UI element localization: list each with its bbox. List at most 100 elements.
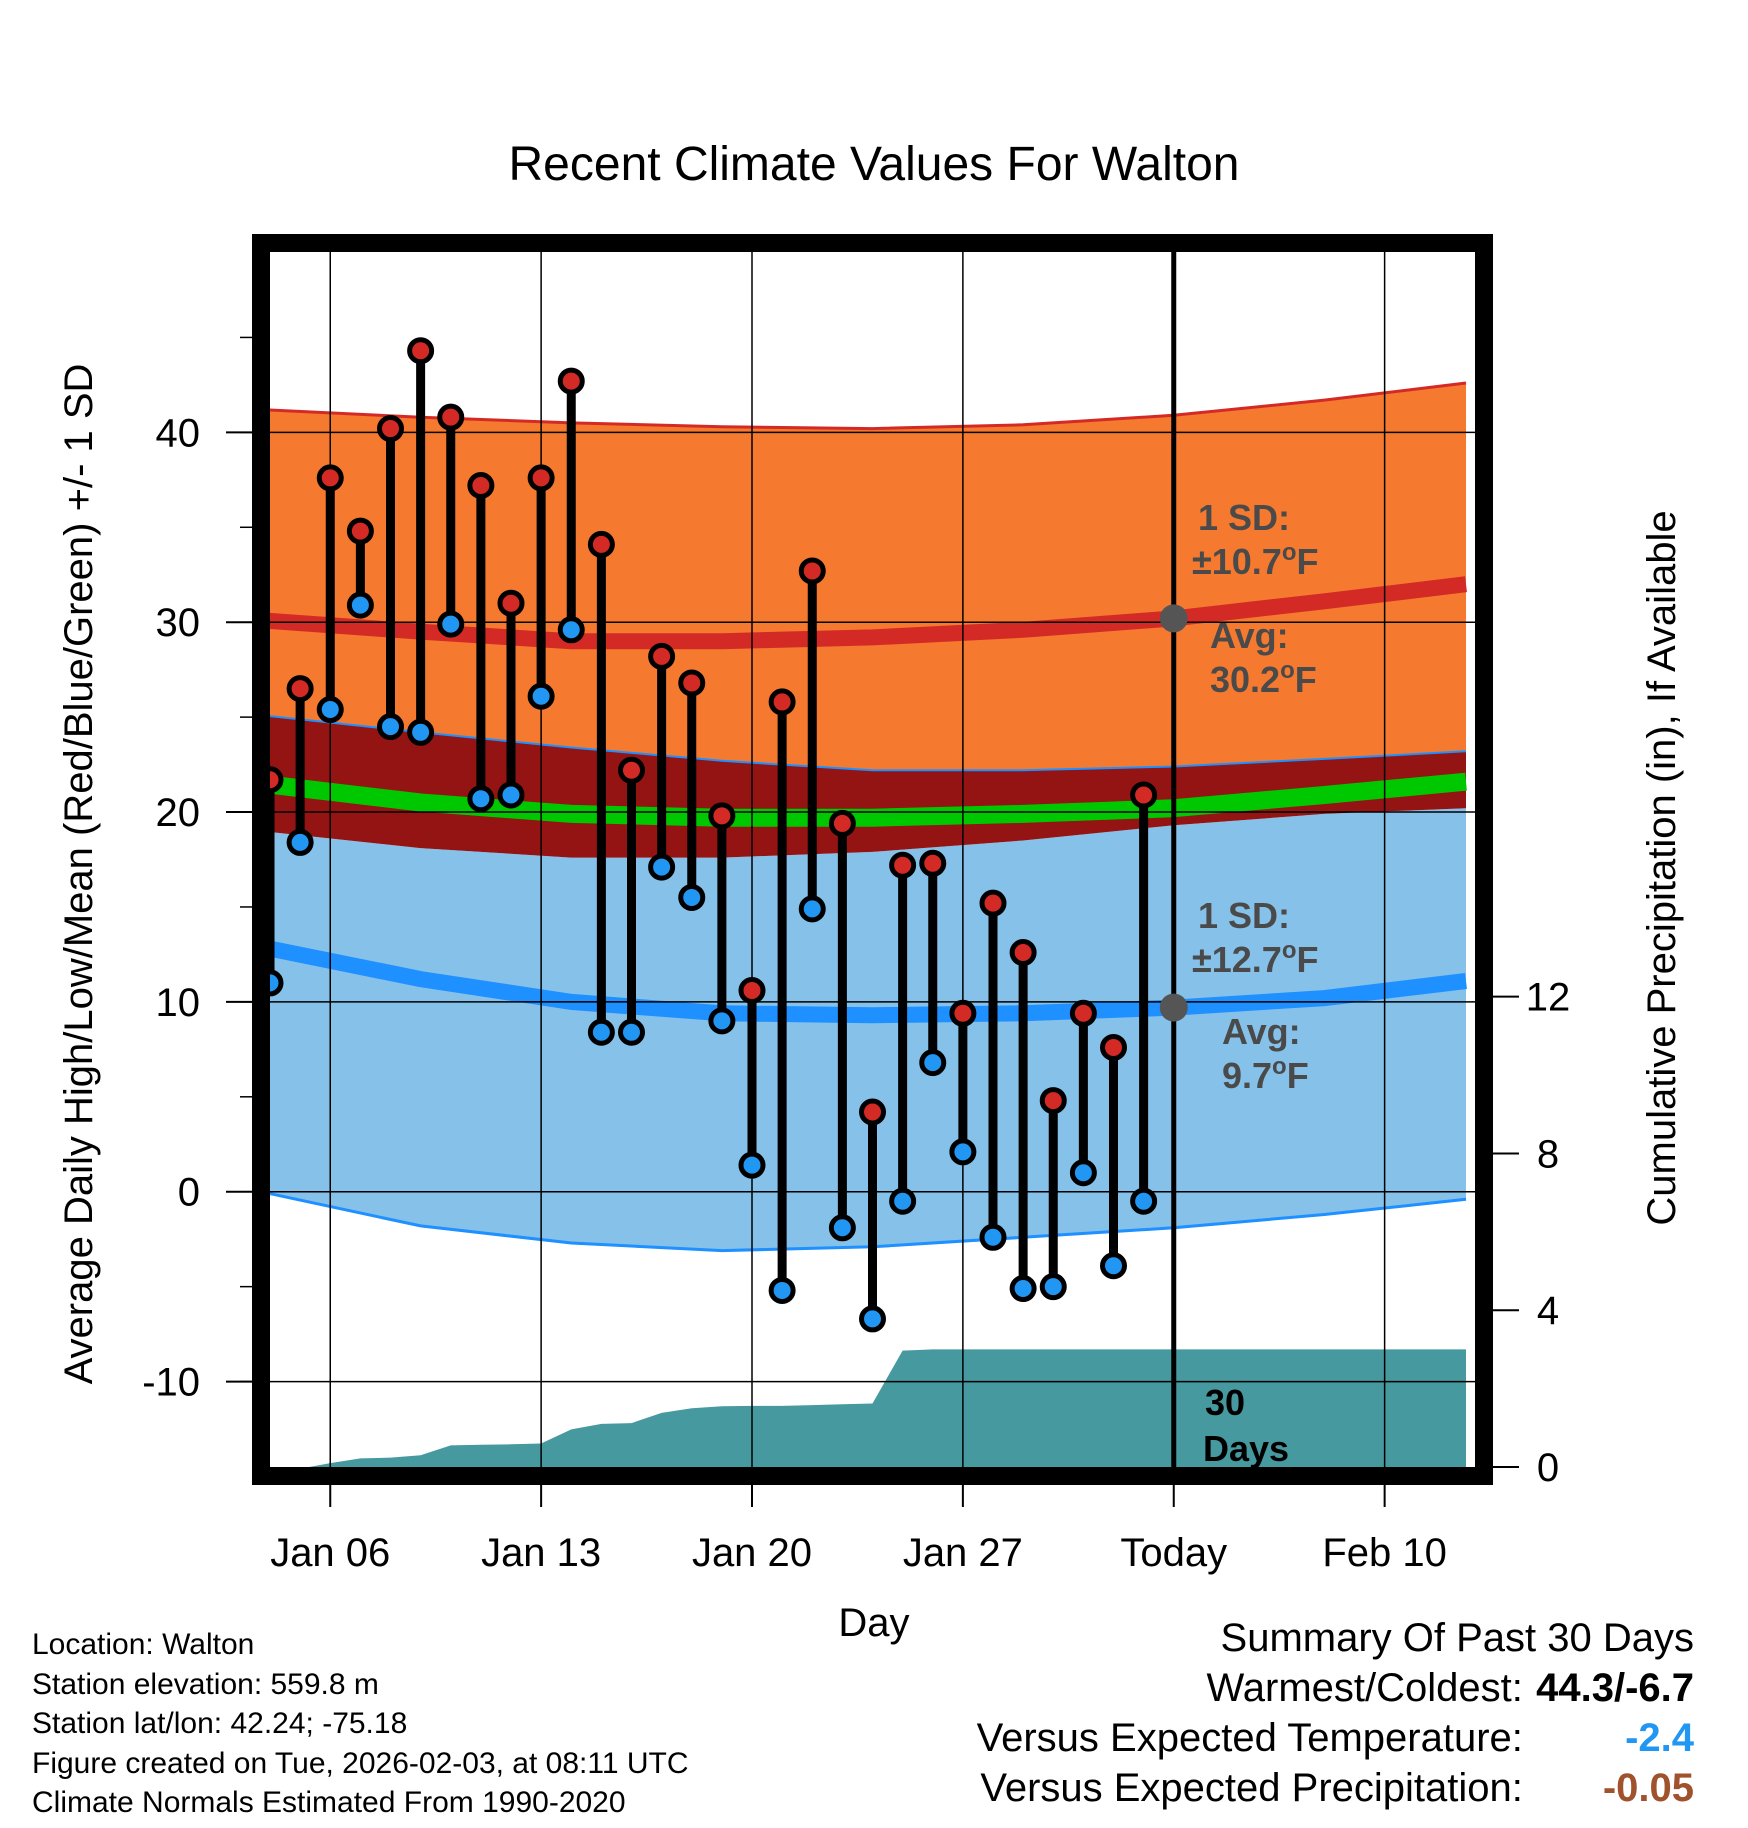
high-point <box>1100 1033 1127 1061</box>
high-normal-line <box>270 576 1467 650</box>
y2-tick-label: 12 <box>1526 976 1571 1020</box>
x-tick-label: Jan 06 <box>270 1531 390 1575</box>
low-point <box>377 713 404 741</box>
low-avg-value-degree: o <box>1272 1053 1287 1080</box>
low-point <box>1069 1159 1097 1187</box>
high-point <box>467 472 495 500</box>
summary-precip-value: -0.05 <box>1602 1766 1694 1810</box>
chart-title: Recent Climate Values For Walton <box>509 138 1240 191</box>
low-point <box>708 1007 736 1035</box>
y-tick-label: -10 <box>142 1361 200 1405</box>
low-point <box>437 610 465 638</box>
y-tick-label: 10 <box>156 981 201 1025</box>
low-sd-value-unit: F <box>1297 939 1319 980</box>
high-point <box>949 999 977 1027</box>
low-point <box>1130 1187 1158 1215</box>
low-point <box>1009 1275 1037 1303</box>
high-sd-value-value: ±10.7 <box>1192 541 1282 582</box>
high-point <box>346 517 374 545</box>
low-point <box>648 853 676 881</box>
high-point <box>618 756 645 784</box>
low-point <box>979 1223 1007 1251</box>
low-point <box>828 1214 856 1242</box>
high-sd-value-degree: o <box>1282 539 1297 566</box>
low-point <box>467 785 495 813</box>
plot-frame <box>252 234 1493 1485</box>
high-upper-edge <box>270 381 1467 431</box>
high-point <box>316 464 344 492</box>
low-point <box>1039 1273 1067 1301</box>
low-sd-label: 1 SD: <box>1198 895 1290 936</box>
high-point <box>1039 1087 1067 1115</box>
x-tick-label: Feb 10 <box>1322 1531 1447 1575</box>
low-point <box>738 1151 766 1179</box>
summary-temp: Versus Expected Temperature: -2.4 <box>977 1716 1694 1761</box>
low-point <box>316 696 344 724</box>
high-sd-band <box>270 383 1466 771</box>
high-point <box>527 464 555 492</box>
low-point <box>889 1187 917 1215</box>
high-sd-label: 1 SD: <box>1198 497 1290 538</box>
low-point <box>1100 1252 1127 1280</box>
high-avg-value-value: 30.2 <box>1210 659 1280 700</box>
high-point <box>587 530 615 558</box>
y-tick-label: 40 <box>156 411 201 455</box>
info-created: Figure created on Tue, 2026-02-03, at 08… <box>32 1747 689 1780</box>
high-point <box>708 802 736 830</box>
x-tick-label: Today <box>1120 1531 1227 1575</box>
high-avg-value: 30.2oF <box>1210 657 1317 700</box>
high-point <box>1009 939 1037 967</box>
summary-warm-cold-label: Warmest/Coldest: <box>1206 1666 1523 1710</box>
low-point <box>919 1049 947 1077</box>
high-point <box>768 688 796 716</box>
y-tick-label: 30 <box>156 601 201 645</box>
low-avg-value: 9.7oF <box>1222 1053 1309 1096</box>
low-avg-value-unit: F <box>1287 1055 1309 1096</box>
high-point <box>919 849 947 877</box>
high-point <box>889 851 917 879</box>
low-point <box>497 781 525 809</box>
high-point <box>738 976 766 1004</box>
info-latlon: Station lat/lon: 42.24; -75.18 <box>32 1707 408 1740</box>
y2-tick-label: 4 <box>1537 1289 1559 1333</box>
summary-temp-label: Versus Expected Temperature: <box>976 1716 1523 1760</box>
high-avg-marker <box>1159 604 1188 633</box>
info-elevation: Station elevation: 559.8 m <box>32 1668 379 1701</box>
low-point <box>346 591 374 619</box>
info-location: Location: Walton <box>32 1628 255 1661</box>
high-point <box>407 337 435 365</box>
y-tick-label: 20 <box>156 791 201 835</box>
summary-warm-cold-value: 44.3/-6.7 <box>1536 1666 1694 1710</box>
high-point <box>859 1098 886 1126</box>
high-point <box>979 889 1007 917</box>
precip-area <box>270 1349 1466 1467</box>
high-lower-edge <box>270 715 1467 772</box>
x-tick-label: Jan 27 <box>903 1531 1023 1575</box>
low-point <box>618 1018 645 1046</box>
low-sd-value-degree: o <box>1282 937 1297 964</box>
high-sd-value: ±10.7oF <box>1192 539 1319 582</box>
high-point <box>377 415 404 443</box>
days-word: Days <box>1203 1428 1289 1469</box>
y2-tick-label: 0 <box>1537 1446 1559 1490</box>
low-point <box>527 682 555 710</box>
y-axis-label: Average Daily High/Low/Mean (Red/Blue/Gr… <box>57 364 101 1385</box>
low-sd-value-value: ±12.7 <box>1192 939 1282 980</box>
high-point <box>270 766 284 794</box>
high-point <box>678 669 706 697</box>
low-point <box>678 883 706 911</box>
high-sd-value-unit: F <box>1297 541 1319 582</box>
high-point <box>1069 999 1097 1027</box>
y2-axis-label: Cumulative Precipitation (in), If Availa… <box>1640 510 1684 1225</box>
summary-precip-label: Versus Expected Precipitation: <box>980 1766 1523 1810</box>
y-tick-label: 0 <box>178 1171 200 1215</box>
high-avg-value-degree: o <box>1280 657 1295 684</box>
high-point <box>497 589 525 617</box>
low-point <box>557 616 585 644</box>
y2-tick-label: 8 <box>1537 1132 1559 1176</box>
info-normals: Climate Normals Estimated From 1990-2020 <box>32 1786 626 1819</box>
low-point <box>270 969 284 997</box>
high-avg-label: Avg: <box>1210 615 1289 656</box>
